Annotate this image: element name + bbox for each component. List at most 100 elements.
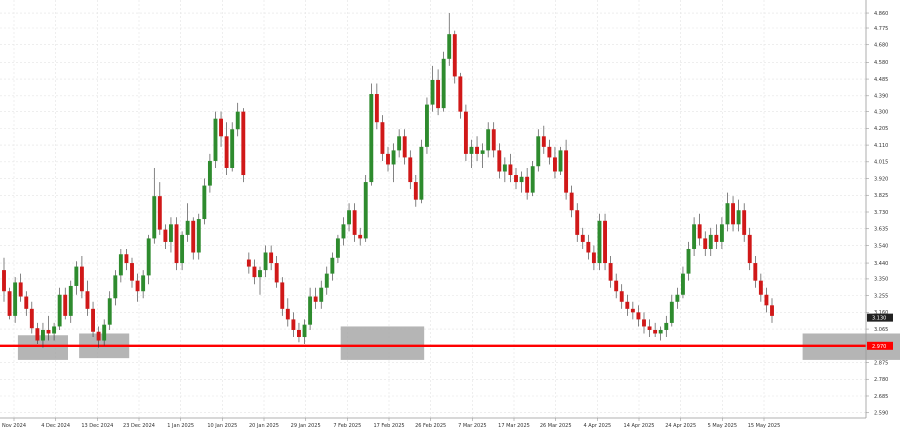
- candle-body: [653, 329, 658, 334]
- candle: [185, 203, 190, 242]
- candle-body: [258, 270, 262, 278]
- candle: [230, 122, 235, 172]
- candle-body: [508, 164, 513, 176]
- candle: [63, 287, 68, 320]
- candle-body: [502, 164, 507, 172]
- y-tick-label: 4.680: [874, 43, 888, 49]
- candle-body: [681, 273, 685, 295]
- candle-body: [24, 296, 29, 309]
- x-tick-label: 7 Feb 2025: [333, 423, 361, 429]
- candle-body: [430, 79, 435, 105]
- candle: [463, 104, 468, 161]
- candle-body: [52, 326, 57, 334]
- candle-body: [719, 224, 724, 242]
- candle-body: [324, 273, 329, 288]
- candle-body: [163, 229, 168, 242]
- candle-body: [274, 263, 279, 283]
- y-tick-label: 4.485: [874, 77, 888, 83]
- candle-body: [536, 136, 541, 167]
- y-tick-label: 2.780: [874, 377, 888, 383]
- candle-body: [475, 146, 479, 154]
- candle: [85, 280, 90, 316]
- candle: [207, 153, 212, 193]
- candle-body: [703, 238, 708, 249]
- candle: [753, 256, 758, 288]
- candle: [508, 153, 513, 183]
- y-tick-label: 3.350: [874, 277, 888, 283]
- candle: [324, 266, 329, 295]
- candle-body: [269, 252, 274, 264]
- y-tick-label: 4.580: [874, 60, 888, 66]
- candle-body: [553, 157, 557, 172]
- candle: [558, 146, 563, 176]
- candle-body: [74, 266, 79, 286]
- candle-body: [347, 210, 351, 225]
- candle-body: [180, 234, 185, 264]
- candle-body: [213, 118, 218, 161]
- candle: [291, 312, 296, 338]
- candle: [708, 227, 713, 257]
- candle: [692, 217, 697, 257]
- candle-body: [85, 291, 90, 309]
- y-tick-label: 2.590: [874, 411, 888, 417]
- candle: [213, 111, 218, 168]
- candle-body: [319, 287, 324, 302]
- candle-body: [525, 176, 530, 193]
- candle-body: [742, 210, 747, 235]
- candle: [246, 252, 251, 274]
- y-tick-label: 3.635: [874, 227, 888, 233]
- candle: [79, 256, 84, 299]
- candle-body: [185, 220, 190, 235]
- candle-body: [102, 324, 107, 341]
- candle: [269, 245, 274, 271]
- candle: [603, 213, 607, 271]
- candle-body: [230, 129, 235, 168]
- candle-body: [152, 196, 157, 239]
- candle: [497, 143, 502, 179]
- candle: [258, 266, 262, 295]
- support-price-label: 2.970: [872, 344, 886, 350]
- candle-body: [441, 58, 446, 109]
- candle: [13, 277, 18, 323]
- candle-body: [252, 266, 257, 278]
- candle-body: [625, 301, 630, 309]
- candle: [24, 291, 29, 316]
- candle-body: [686, 248, 691, 274]
- candle-body: [202, 185, 207, 220]
- candle: [430, 65, 435, 112]
- candle-body: [714, 234, 719, 242]
- candle-body: [547, 146, 552, 158]
- candle-body: [297, 329, 301, 338]
- candle: [113, 270, 118, 306]
- candle: [736, 199, 741, 232]
- candle: [491, 122, 496, 158]
- candle: [719, 217, 724, 249]
- candle-body: [692, 224, 697, 249]
- candle-body: [642, 319, 646, 327]
- x-tick-label: 23 Dec 2024: [123, 423, 155, 429]
- candle-body: [7, 291, 12, 316]
- candle: [425, 97, 429, 154]
- y-tick-label: 3.160: [874, 310, 888, 316]
- candle-body: [68, 285, 73, 316]
- x-tick-label: 5 May 2025: [708, 423, 737, 429]
- candle-body: [514, 175, 518, 183]
- y-tick-label: 4.390: [874, 94, 888, 100]
- candle-body: [291, 319, 296, 330]
- candle-body: [135, 280, 140, 292]
- current-price-label: 3.130: [872, 316, 886, 322]
- candle: [703, 231, 708, 257]
- candle: [714, 224, 719, 249]
- y-tick-label: 3.440: [874, 261, 888, 267]
- candle: [391, 143, 396, 183]
- candle-body: [285, 308, 290, 320]
- candle: [402, 129, 407, 165]
- candle-body: [191, 220, 196, 253]
- candle-body: [725, 203, 730, 225]
- x-tick-label: 20 Jan 2025: [249, 423, 279, 429]
- candle-body: [219, 118, 223, 137]
- candle-body: [29, 308, 34, 329]
- candle-body: [124, 254, 129, 264]
- y-tick-label: 4.110: [874, 143, 888, 149]
